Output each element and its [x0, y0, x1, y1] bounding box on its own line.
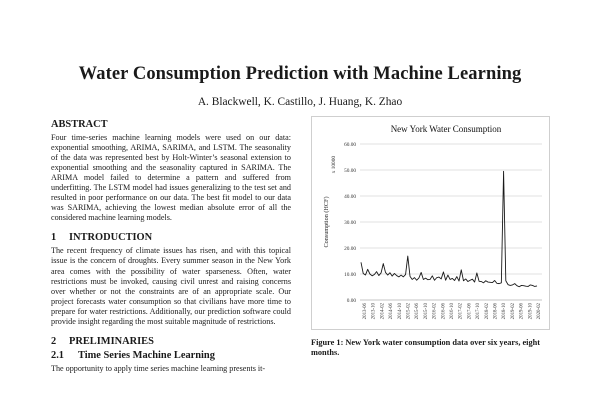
preliminaries-text: The opportunity to apply time series mac… — [51, 363, 266, 373]
section-number: 1 — [51, 232, 57, 244]
introduction-text: The recent frequency of climate issues h… — [51, 246, 291, 326]
x-tick-label: 2014-02 — [380, 302, 385, 319]
left-column: ABSTRACT Four time-series machine learni… — [51, 119, 291, 374]
x-tick-label: 2017-02 — [459, 302, 464, 319]
x-tick-label: 2018-06 — [494, 302, 499, 319]
subsection-heading: 2.1 Time Series Machine Learning — [51, 350, 291, 361]
section-title: PRELIMINARIES — [69, 335, 154, 347]
x-tick-label: 2020-02 — [537, 302, 542, 319]
x-tick-label: 2016-02 — [433, 302, 438, 319]
y-tick-label: 0.00 — [347, 298, 357, 304]
y-tick-label: 20.00 — [344, 246, 356, 252]
x-tick-label: 2017-06 — [467, 302, 472, 319]
y-tick-label: 40.00 — [344, 194, 356, 200]
paper-title: Water Consumption Prediction with Machin… — [78, 64, 522, 84]
x-tick-label: 2013-10 — [372, 302, 377, 319]
x-tick-label: 2014-10 — [398, 302, 403, 319]
y-tick-label: 30.00 — [344, 220, 356, 226]
x-tick-label: 2015-10 — [424, 302, 429, 319]
x-tick-label: 2015-02 — [407, 302, 412, 319]
section-number: 2 — [51, 335, 57, 347]
section-heading-preliminaries: 2 PRELIMINARIES — [51, 336, 291, 347]
chart-title: New York Water Consumption — [391, 124, 502, 134]
x-tick-label: 2016-10 — [450, 302, 455, 319]
x-tick-label: 2014-06 — [389, 302, 394, 319]
y-axis-label: Consumption (HCF) — [323, 196, 330, 247]
x-tick-label: 2016-06 — [441, 302, 446, 319]
subsection-number: 2.1 — [51, 349, 64, 361]
abstract-heading: ABSTRACT — [51, 119, 108, 130]
subsection-title: Time Series Machine Learning — [78, 349, 215, 361]
figure-1: New York Water Consumption 0.00 10.00 20.00… — [311, 116, 550, 330]
abstract-text: Four time-series machine learning models… — [51, 133, 291, 223]
x-tick-label: 2018-10 — [502, 302, 507, 319]
y-tick-label: 60.00 — [344, 142, 356, 148]
paper-authors: A. Blackwell, K. Castillo, J. Huang, K. … — [197, 96, 403, 108]
x-tick-label: 2013-06 — [363, 302, 368, 319]
y-tick-label: 10.00 — [344, 272, 356, 278]
x-tick-label: 2019-02 — [511, 302, 516, 319]
y-multiplier: x 10000 — [331, 156, 337, 174]
x-tick-label: 2018-02 — [485, 302, 490, 319]
x-tick-label: 2019-10 — [528, 302, 533, 319]
y-tick-label: 50.00 — [344, 168, 356, 174]
x-tick-label: 2017-10 — [476, 302, 481, 319]
section-heading-introduction: 1 INTRODUCTION — [51, 232, 291, 243]
water-consumption-chart: New York Water Consumption 0.00 10.00 20.00… — [323, 124, 542, 319]
figure-caption: Figure 1: New York water consumption dat… — [311, 338, 540, 358]
x-tick-label: 2015-06 — [415, 302, 420, 319]
section-title: INTRODUCTION — [69, 232, 153, 244]
x-tick-label: 2019-06 — [520, 302, 525, 319]
series-line — [360, 170, 538, 288]
